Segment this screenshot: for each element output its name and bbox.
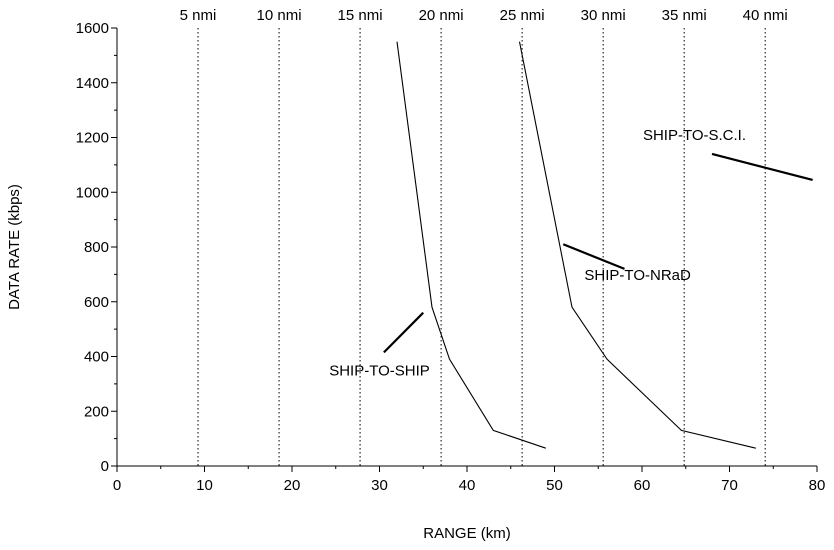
annotation-leader-line (562, 243, 625, 270)
y-axis-title: DATA RATE (kbps) (6, 184, 23, 310)
y-tick-label: 1600 (76, 20, 109, 37)
top-axis-label: 5 nmi (180, 7, 217, 24)
series-line-ship-to-ship (396, 41, 546, 449)
x-tick-label: 20 (284, 477, 301, 494)
x-tick-label: 50 (546, 477, 563, 494)
annotation-leader-line (383, 311, 425, 354)
top-axis-label: 25 nmi (500, 7, 545, 24)
top-axis-label: 35 nmi (662, 7, 707, 24)
x-tick-label: 70 (721, 477, 738, 494)
y-tick-label: 800 (84, 239, 109, 256)
series-lines (396, 41, 756, 449)
y-tick-label: 0 (101, 458, 109, 475)
top-axis-label: 30 nmi (581, 7, 626, 24)
x-axis-title: RANGE (km) (423, 525, 511, 542)
nmi-gridlines: 5 nmi 10 nmi 15 nmi 20 nmi 25 nmi 30 nmi 35 nm… (180, 7, 788, 466)
x-tick-label: 60 (634, 477, 651, 494)
y-tick-label: 1000 (76, 184, 109, 201)
top-axis-label: 10 nmi (257, 7, 302, 24)
annotations: SHIP-TO-SHIP SHIP-TO-NRaD SHIP-TO-S.C.I. (329, 127, 813, 380)
y-tick-label: 1400 (76, 75, 109, 92)
annotation-leader-line (711, 152, 813, 181)
top-axis-label: 20 nmi (419, 7, 464, 24)
annotation-label: SHIP-TO-NRaD (584, 267, 691, 284)
x-tick-label: 40 (459, 477, 476, 494)
top-axis-label: 40 nmi (743, 7, 788, 24)
x-tick-label: 10 (196, 477, 213, 494)
x-tick-label: 80 (809, 477, 826, 494)
axes (116, 28, 817, 467)
y-tick-label: 600 (84, 294, 109, 311)
annotation-label: SHIP-TO-S.C.I. (643, 127, 746, 144)
annotation-label: SHIP-TO-SHIP (329, 363, 430, 380)
top-axis-label: 15 nmi (338, 7, 383, 24)
series-line-ship-to-nrad (518, 41, 756, 449)
x-tick-label: 0 (113, 477, 121, 494)
axis-ticks: 0 200 400 600 800 1000 1200 1400 1600 0 10 20 30 40 50… (76, 20, 826, 494)
y-tick-label: 400 (84, 349, 109, 366)
x-tick-label: 30 (371, 477, 388, 494)
y-tick-label: 1200 (76, 130, 109, 147)
y-tick-label: 200 (84, 403, 109, 420)
